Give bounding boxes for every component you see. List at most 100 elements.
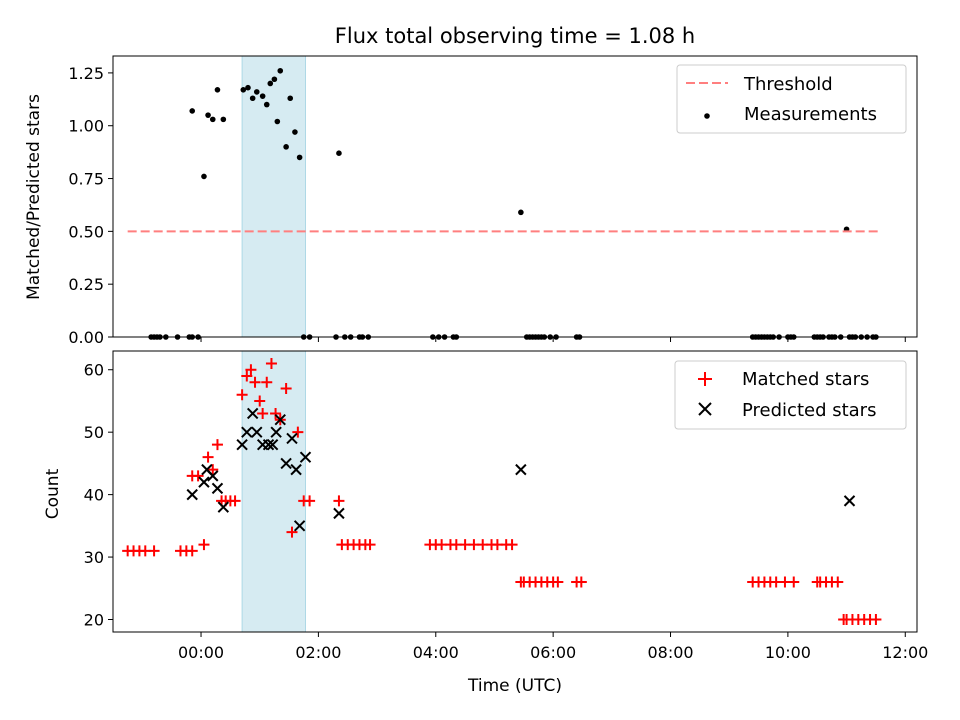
bottom-axes-frame [112,350,918,633]
measurement-point [220,116,227,123]
top-x-axis-ticks [200,337,906,342]
matched-star-marker [270,407,282,419]
legend-predicted-swatch [698,402,712,416]
chart-title: Flux total observing time = 1.08 h [335,24,695,48]
legend-matched-swatch [698,372,712,386]
matched-star-marker [236,389,248,401]
predicted-star-marker [333,507,345,520]
predicted-star-marker [274,413,286,426]
legend-matched-label: Matched stars [742,369,869,390]
xtick-label: 08:00 [647,643,693,662]
measurement-point [518,209,524,216]
highlight-span-top [241,55,306,338]
matched-star-marker [265,357,277,369]
legend-measurements-swatch [704,113,710,119]
measurement-point [205,112,211,118]
top-y-axis-label: Matched/Predicted stars [24,94,44,300]
xtick-label: 06:00 [530,643,576,662]
predicted-star-marker [241,426,253,438]
matched-star-marker [186,545,198,557]
matched-star-marker [257,407,269,419]
legend-threshold-label: Threshold [743,74,833,95]
highlight-span-bottom [241,350,306,633]
top-axes-frame [112,55,918,338]
matched-star-marker [249,376,261,388]
matched-star-marker [292,426,304,438]
measurement-point [336,150,342,156]
measurement-point [292,129,298,135]
matched-star-marker [333,495,345,507]
xtick-label: 02:00 [295,643,341,662]
predicted-star-marker [186,488,198,501]
x-axis-label: Time (UTC) [467,676,562,696]
top-ytick-label: 0.50 [68,222,104,241]
bottom-legend-box [674,360,907,430]
matched-star-marker [506,539,518,551]
predicted-star-marker [211,482,224,495]
xtick-label: 00:00 [178,643,224,662]
measurement-point [274,118,281,125]
matched-star-marker [364,539,376,551]
matched-star-marker [788,576,800,588]
measurement-point [189,108,196,114]
matched-star-marker [229,495,241,507]
measurement-point [249,95,256,102]
predicted-star-marker [236,438,248,451]
measurement-point [253,89,260,95]
bottom-y-axis-label: Count [43,468,63,519]
predicted-star-marker [286,432,298,445]
matched-star-marker [870,614,882,626]
matched-star-marker [261,376,273,388]
legend-measurements-label: Measurements [744,104,877,125]
matched-star-marker [832,576,844,588]
bottom-ytick-label: 60 [84,361,104,380]
top-ytick-label: 1.00 [68,117,104,136]
measurement-point [240,87,247,93]
matched-star-marker [254,395,266,407]
predicted-star-marker [270,426,282,438]
matched-star-marker [575,576,587,588]
measurement-point [263,101,270,108]
xtick-label: 10:00 [765,643,811,662]
predicted-star-marker [280,457,292,470]
matched-star-marker [192,470,204,482]
measurement-point [201,173,207,180]
predicted-stars-points [186,407,856,532]
bottom-x-axis-ticks: 00:00 02:00 04:00 06:00 08:00 10:00 12:00 [178,632,928,662]
top-y-axis-ticks: 0.00 0.25 0.50 0.75 1.00 1.25 [68,64,113,347]
top-ytick-label: 0.25 [68,275,104,294]
xtick-label: 12:00 [882,643,928,662]
measurement-point [277,67,284,74]
predicted-star-marker [293,520,306,532]
legend-predicted-label: Predicted stars [742,400,876,421]
predicted-star-marker [198,476,210,488]
predicted-star-marker [515,463,527,476]
matched-star-marker [207,464,219,476]
top-legend: Threshold Measurements [676,64,907,134]
predicted-star-marker [217,501,230,513]
top-panel: 0.00 0.25 0.50 0.75 1.00 1.25 Flux total obse… [24,24,918,347]
measurement-point [287,95,294,102]
bottom-ytick-label: 40 [84,486,104,505]
bottom-ytick-label: 20 [84,611,104,630]
top-legend-box [676,64,907,134]
measurement-point [209,116,216,123]
predicted-star-marker [266,438,279,451]
bottom-panel: 20 30 40 50 60 00:00 02:00 04:00 06:00 08:00 10:0… [43,350,928,696]
bottom-y-axis-ticks: 20 30 40 50 60 [84,361,113,630]
matched-star-marker [286,526,298,538]
matched-star-marker [211,439,223,451]
predicted-star-marker [246,407,259,420]
predicted-star-marker [843,495,856,507]
predicted-star-marker [290,463,302,476]
measurement-point [214,87,221,93]
measurement-point [267,80,274,87]
measurement-point [271,76,278,83]
xtick-label: 04:00 [413,643,459,662]
bottom-ytick-label: 50 [84,423,104,442]
top-ytick-label: 1.25 [68,64,104,83]
measurement-point [245,84,251,91]
matched-star-marker [245,364,257,376]
matched-star-marker [280,382,292,394]
